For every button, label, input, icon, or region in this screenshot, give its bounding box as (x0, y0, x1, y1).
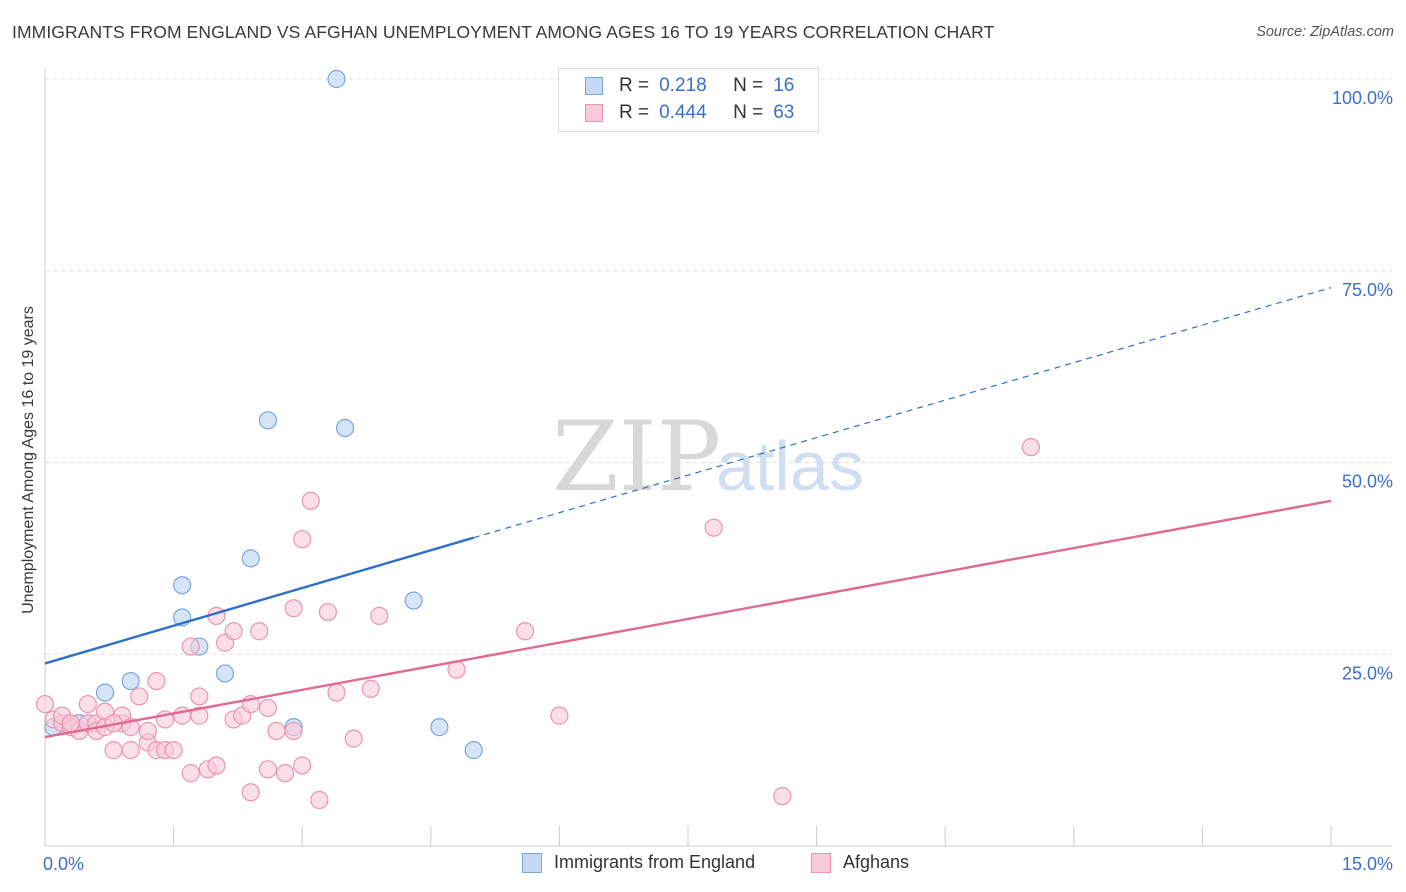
point-afghans (104, 741, 123, 760)
point-england (327, 69, 346, 89)
point-afghans (293, 530, 312, 549)
point-afghans (361, 679, 380, 698)
legend-row-england: R = 0.218 N = 16 (585, 73, 794, 99)
point-afghans (370, 606, 389, 626)
point-afghans (275, 764, 295, 783)
point-afghans (327, 683, 346, 702)
series-legend: Immigrants from England Afghans (0, 852, 1406, 878)
point-afghans (516, 622, 535, 641)
legend-r-value: 0.444 (659, 102, 707, 123)
trend-lines (44, 287, 1332, 739)
point-england (215, 664, 235, 683)
watermark: ZIP atlas (552, 401, 864, 513)
y-tick-label: 50.0% (1342, 472, 1393, 492)
point-england (173, 576, 192, 595)
point-afghans (224, 622, 243, 641)
point-afghans (267, 721, 286, 741)
legend-item-afghans[interactable]: Afghans (811, 852, 909, 873)
legend-swatch-pink (585, 104, 603, 122)
point-afghans (293, 756, 312, 775)
legend-r-label: R = (619, 75, 650, 96)
legend-r-value: 0.218 (659, 75, 707, 96)
legend-swatch-pink (811, 852, 831, 873)
axes (44, 68, 1392, 847)
point-afghans (164, 741, 183, 760)
tick-labels: 25.0% 50.0% 75.0% 100.0% 0.0% 15.0% (43, 88, 1393, 874)
point-afghans (318, 602, 338, 622)
point-england (258, 411, 278, 430)
point-afghans (61, 714, 80, 733)
y-tick-label: 100.0% (1332, 88, 1393, 108)
trend-line-afghans (44, 499, 1332, 739)
x-tick-label: 15.0% (1342, 854, 1393, 874)
legend-label-england: Immigrants from England (554, 852, 756, 872)
trend-line-england-extension (473, 287, 1332, 539)
point-afghans (284, 721, 303, 741)
point-afghans (190, 687, 209, 706)
legend-n-value: 16 (773, 75, 795, 96)
legend-row-afghans: R = 0.444 N = 63 (585, 100, 794, 126)
point-afghans (773, 787, 792, 806)
legend-item-england[interactable]: Immigrants from England (522, 852, 755, 873)
legend-r-label: R = (619, 102, 650, 123)
y-axis-label: Unemployment Among Ages 16 to 19 years (20, 306, 37, 614)
point-afghans (301, 491, 320, 510)
point-afghans (207, 756, 226, 775)
legend-swatch-blue (585, 77, 603, 95)
trend-line-england (44, 536, 475, 665)
point-afghans (130, 687, 149, 706)
y-axis-label-wrap: Unemployment Among Ages 16 to 19 years (14, 270, 44, 650)
stats-legend: R = 0.218 N = 16 R = 0.444 N = 63 (558, 68, 819, 132)
y-tick-label: 75.0% (1342, 280, 1393, 300)
point-afghans (1021, 438, 1041, 457)
point-england (121, 671, 140, 691)
legend-n-label: N = (733, 102, 764, 123)
point-afghans (284, 599, 303, 618)
point-england (241, 549, 260, 568)
point-afghans (190, 706, 209, 725)
legend-swatch-blue (522, 852, 542, 873)
point-afghans (138, 721, 157, 741)
point-afghans (241, 783, 260, 802)
point-afghans (147, 671, 166, 691)
point-afghans (78, 695, 97, 714)
point-afghans (704, 518, 723, 537)
point-england (335, 418, 355, 438)
point-afghans (121, 741, 140, 760)
y-tick-label: 25.0% (1342, 663, 1393, 683)
point-england (95, 683, 115, 702)
series-immigrants-from-england (44, 69, 483, 760)
x-tick-label: 0.0% (43, 854, 84, 874)
point-afghans (258, 698, 278, 718)
gridlines (45, 78, 1392, 655)
legend-n-value: 63 (773, 102, 795, 123)
point-afghans (344, 729, 363, 748)
point-afghans (181, 637, 200, 656)
point-afghans (310, 790, 329, 810)
point-afghans (258, 760, 278, 779)
point-afghans (550, 706, 569, 725)
point-england (404, 591, 423, 610)
point-england (430, 718, 449, 737)
legend-label-afghans: Afghans (843, 852, 910, 872)
series-afghans (35, 438, 1041, 810)
source-label: Source: ZipAtlas.com (1256, 24, 1394, 40)
watermark-atlas: atlas (716, 427, 864, 505)
legend-n-label: N = (733, 75, 764, 96)
watermark-zip: ZIP (552, 401, 721, 513)
chart-title: IMMIGRANTS FROM ENGLAND VS AFGHAN UNEMPL… (12, 22, 995, 42)
point-afghans (181, 764, 200, 783)
point-afghans (35, 695, 55, 714)
point-afghans (250, 622, 269, 641)
point-england (464, 741, 483, 760)
